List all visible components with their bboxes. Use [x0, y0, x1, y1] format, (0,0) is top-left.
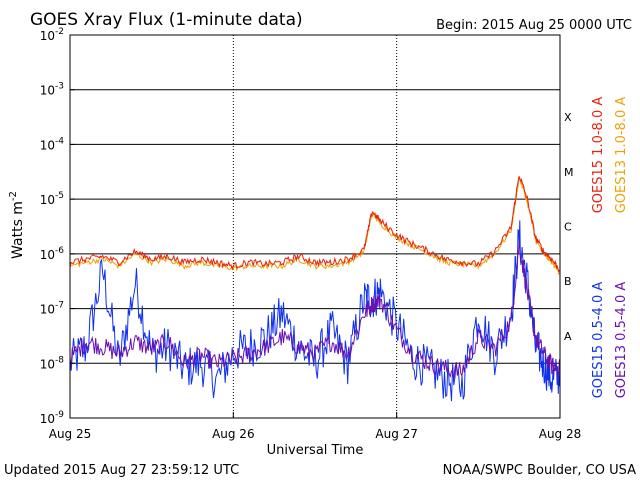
y-tick-exp: -5: [55, 191, 64, 201]
series-line-goes15-1-0-8-0-a: [69, 175, 561, 273]
y-tick-base: 10: [40, 138, 55, 152]
y-tick-exp: -7: [55, 301, 64, 311]
series-line-goes15-0-5-4-0-a: [69, 220, 561, 402]
x-tick-label: Aug 28: [539, 427, 582, 441]
gridlines: [70, 34, 560, 419]
data-series: [69, 175, 561, 402]
y-tick-labels: 10-210-310-410-510-610-710-810-9: [40, 27, 75, 426]
flare-class-label: B: [564, 275, 572, 288]
flare-class-label: A: [564, 330, 572, 343]
x-tick-labels: Aug 25 Aug 26 Aug 27 Aug 28: [49, 412, 582, 441]
y-tick-base: 10: [40, 248, 55, 262]
y-tick-label: 10-2: [40, 27, 64, 43]
x-tick-label: Aug 25: [49, 427, 92, 441]
legend-goes13-1-0-8-0-a: GOES13 1.0-8.0 A: [614, 97, 629, 214]
y-tick-label: 10-8: [40, 355, 65, 371]
legend-goes15-1-0-8-0-a: GOES15 1.0-8.0 A: [591, 97, 606, 214]
y-tick-base: 10: [40, 29, 55, 43]
y-tick-base: 10: [40, 412, 55, 426]
x-tick-label: Aug 26: [212, 427, 255, 441]
y-tick-exp: -8: [55, 355, 64, 365]
chart-title: GOES Xray Flux (1-minute data): [30, 10, 303, 30]
y-tick-exp: -3: [55, 82, 64, 92]
y-axis-label-exp: -2: [8, 191, 19, 201]
y-tick-base: 10: [40, 357, 55, 371]
y-tick-label: 10-5: [40, 191, 64, 207]
y-tick-label: 10-9: [40, 410, 65, 426]
y-tick-base: 10: [40, 303, 55, 317]
legend-goes15-0-5-4-0-a: GOES15 0.5-4.0 A: [591, 282, 606, 399]
begin-label: Begin: 2015 Aug 25 0000 UTC: [436, 18, 632, 33]
y-tick-label: 10-7: [40, 301, 64, 317]
y-tick-exp: -4: [55, 136, 64, 146]
legend: GOES15 1.0-8.0 A GOES13 1.0-8.0 A GOES15 0…: [591, 97, 629, 399]
legend-goes13-0-5-4-0-a: GOES13 0.5-4.0 A: [614, 282, 629, 399]
credit-text: NOAA/SWPC Boulder, CO USA: [443, 463, 636, 478]
y-tick-label: 10-3: [40, 82, 64, 98]
flare-class-label: M: [564, 166, 574, 179]
y-axis-label-text: Watts m: [10, 201, 26, 259]
flare-class-label: C: [564, 221, 572, 234]
flare-class-labels: X M C B A: [564, 111, 574, 343]
y-tick-label: 10-6: [40, 246, 65, 262]
x-tick-label: Aug 27: [375, 427, 418, 441]
svg-text:Watts m-2: Watts m-2: [8, 191, 26, 259]
flare-class-label: X: [564, 111, 572, 124]
series-line-goes13-1-0-8-0-a: [69, 176, 561, 276]
x-axis-label: Universal Time: [267, 443, 364, 458]
plot-frame: [69, 34, 561, 419]
y-tick-label: 10-4: [40, 136, 65, 152]
y-tick-exp: -9: [55, 410, 64, 420]
y-tick-base: 10: [40, 193, 55, 207]
y-axis-label: Watts m-2: [8, 191, 26, 259]
series-line-goes13-0-5-4-0-a: [69, 241, 561, 379]
plot-border: [69, 34, 561, 419]
y-tick-base: 10: [40, 84, 55, 98]
y-tick-exp: -6: [55, 246, 64, 256]
updated-timestamp: Updated 2015 Aug 27 23:59:12 UTC: [4, 463, 239, 478]
y-tick-exp: -2: [55, 27, 64, 37]
